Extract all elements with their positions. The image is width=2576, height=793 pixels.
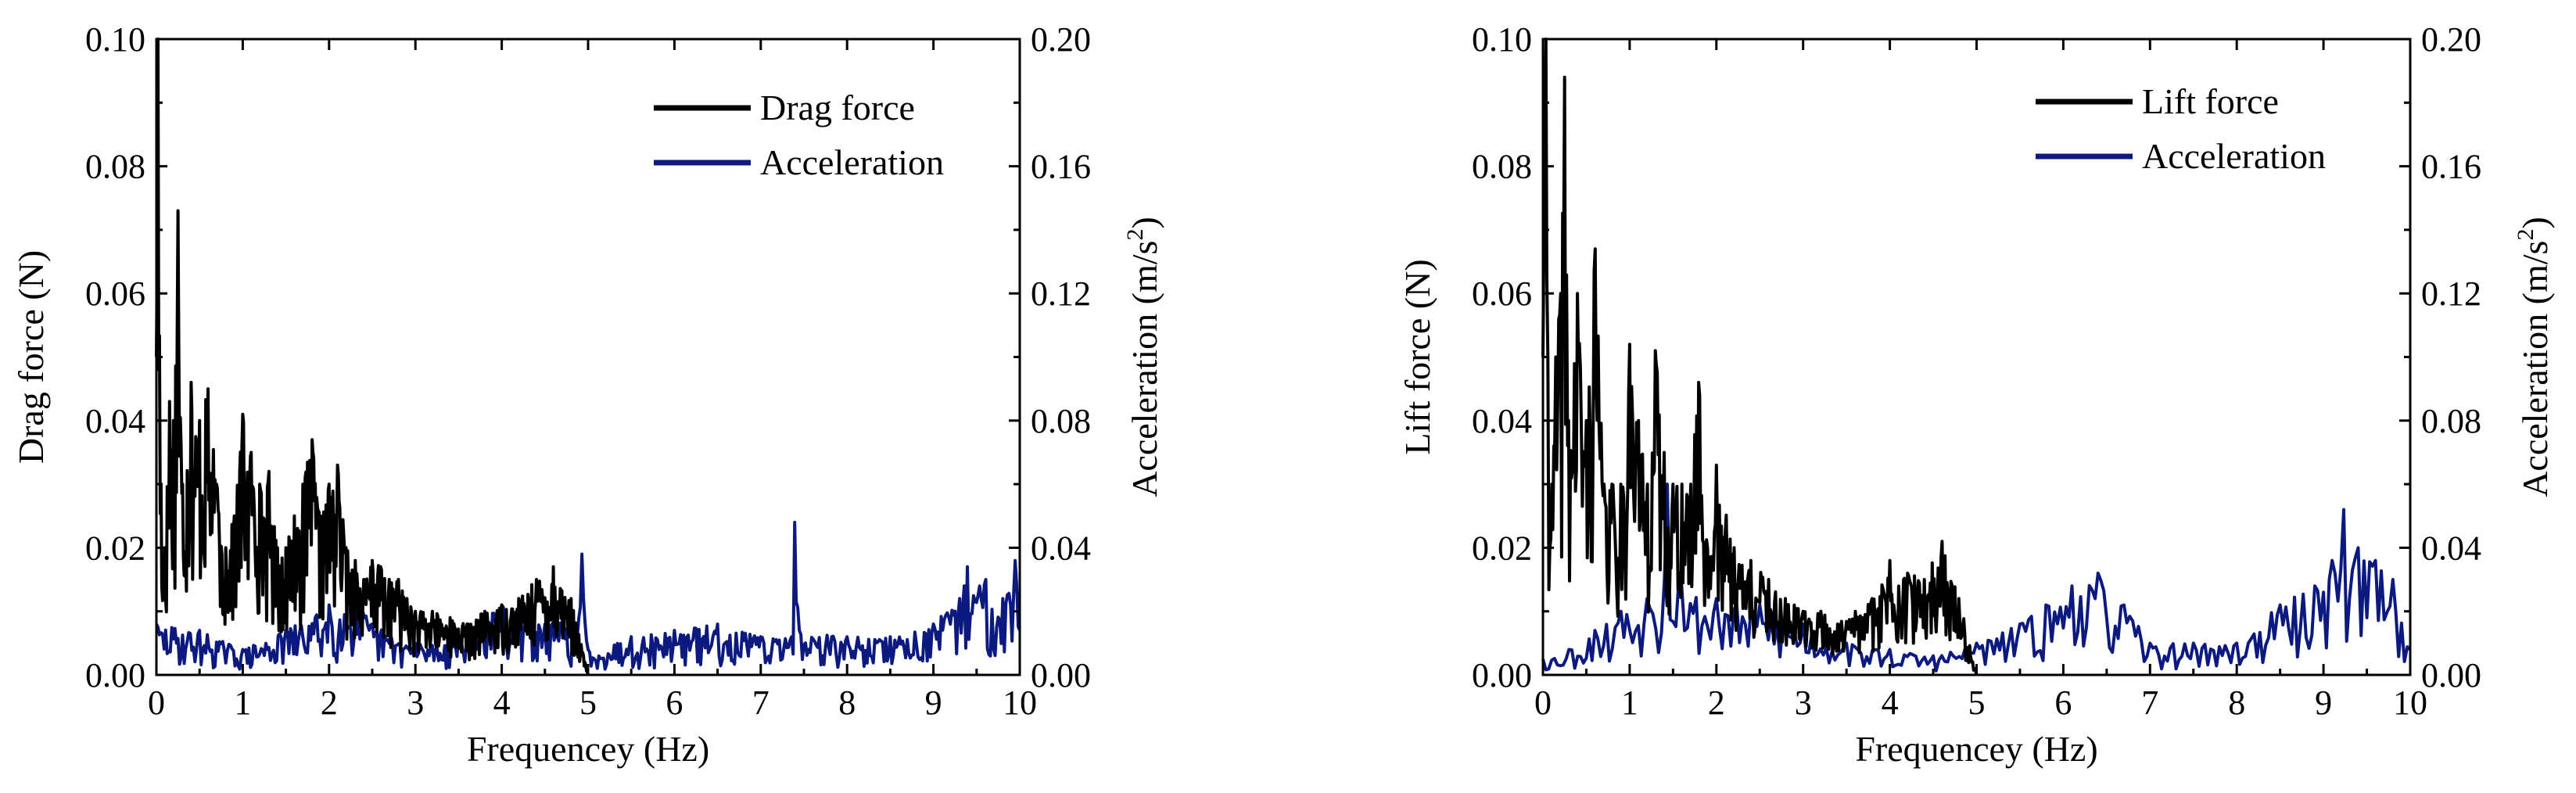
lift-right-y-axis: 0.00 0.04 0.08 0.12 0.16 0.20 — [2399, 20, 2481, 694]
x-tick-label: 3 — [407, 684, 424, 722]
y-right-tick-label: 0.04 — [1031, 529, 1091, 567]
y-left-tick-label: 0.06 — [85, 274, 145, 313]
drag-legend: Drag force Acceleration — [654, 88, 944, 182]
force-line — [1541, 38, 1979, 676]
y-right-tick-label: 0.12 — [1031, 274, 1091, 313]
lift-force-series — [1541, 38, 1979, 676]
x-tick-label: 2 — [1708, 684, 1725, 722]
drag-x-axis: 0 1 2 3 4 5 6 7 8 9 10 — [148, 39, 1037, 722]
x-tick-label: 0 — [1534, 684, 1552, 722]
force-line — [155, 38, 590, 676]
x-tick-label: 3 — [1795, 684, 1812, 722]
lift-x-axis: 0 1 2 3 4 5 6 7 8 9 10 — [1534, 39, 2427, 722]
lift-legend-accel-label: Acceleration — [2142, 136, 2326, 176]
y-left-tick-label: 0.00 — [1472, 656, 1532, 694]
y-left-tick-label: 0.02 — [1472, 529, 1532, 567]
drag-right-y-title-close: ) — [1125, 217, 1164, 228]
drag-left-y-axis-title: Drag force (N) — [11, 250, 51, 464]
drag-chart-panel: 0 1 2 3 4 5 6 7 8 9 10 0.00 0.02 0.04 0.06 0.08 0.10 0.… — [11, 20, 1164, 769]
x-tick-label: 1 — [1621, 684, 1638, 722]
x-tick-label: 4 — [1882, 684, 1899, 722]
lift-plot-frame — [1541, 38, 2412, 676]
y-right-tick-label: 0.00 — [1031, 656, 1091, 694]
y-left-tick-label: 0.08 — [85, 148, 145, 186]
lift-right-y-title-sup: 2 — [2513, 229, 2538, 241]
drag-x-axis-title: Frequencey (Hz) — [467, 729, 709, 769]
x-tick-label: 10 — [1003, 684, 1037, 722]
y-right-tick-label: 0.16 — [2421, 148, 2481, 186]
y-right-tick-label: 0.12 — [2421, 274, 2481, 313]
lift-right-y-axis-title: Acceleration (m/s2) — [2513, 217, 2555, 497]
y-left-tick-label: 0.08 — [1472, 148, 1532, 186]
y-right-tick-label: 0.00 — [2421, 656, 2481, 694]
y-left-tick-label: 0.10 — [85, 20, 145, 59]
x-tick-label: 2 — [321, 684, 338, 722]
drag-legend-accel-label: Acceleration — [760, 142, 944, 182]
y-right-tick-label: 0.08 — [1031, 402, 1091, 440]
y-left-tick-label: 0.00 — [85, 656, 145, 694]
drag-right-y-title-main: Acceleration (m/s — [1125, 241, 1164, 497]
y-left-tick-label: 0.10 — [1472, 20, 1532, 59]
lift-right-y-title-main: Acceleration (m/s — [2515, 241, 2555, 497]
y-right-tick-label: 0.20 — [1031, 20, 1091, 59]
x-tick-label: 0 — [148, 684, 165, 722]
lift-chart-panel: 0 1 2 3 4 5 6 7 8 9 10 0.00 0.02 0.04 0.06 0.08 0.10 0.… — [1397, 20, 2555, 769]
y-left-tick-label: 0.06 — [1472, 274, 1532, 313]
lift-left-y-axis-title: Lift force (N) — [1397, 259, 1437, 454]
y-right-tick-label: 0.20 — [2421, 20, 2481, 59]
x-tick-label: 6 — [2054, 684, 2072, 722]
y-right-tick-label: 0.04 — [2421, 529, 2481, 567]
x-tick-label: 8 — [2228, 684, 2245, 722]
x-tick-label: 9 — [2315, 684, 2332, 722]
y-right-tick-label: 0.16 — [1031, 148, 1091, 186]
drag-legend-force-label: Drag force — [760, 88, 915, 127]
drag-right-y-axis: 0.00 0.04 0.08 0.12 0.16 0.20 — [1009, 20, 1091, 694]
drag-force-series — [155, 38, 590, 676]
x-tick-label: 9 — [925, 684, 942, 722]
x-tick-label: 6 — [666, 684, 683, 722]
lift-legend-force-label: Lift force — [2142, 81, 2279, 121]
x-tick-label: 7 — [2141, 684, 2158, 722]
lift-legend: Lift force Acceleration — [2036, 81, 2326, 176]
x-tick-label: 7 — [752, 684, 770, 722]
drag-right-y-title-sup: 2 — [1122, 229, 1148, 241]
acceleration-line — [1541, 483, 2412, 673]
x-tick-label: 4 — [493, 684, 511, 722]
drag-left-y-axis: 0.00 0.02 0.04 0.06 0.08 0.10 — [85, 20, 167, 694]
drag-right-y-axis-title: Acceleration (m/s2) — [1122, 217, 1164, 497]
y-left-tick-label: 0.04 — [85, 402, 145, 440]
lift-right-y-title-close: ) — [2515, 217, 2555, 228]
y-right-tick-label: 0.08 — [2421, 402, 2481, 440]
x-tick-label: 10 — [2393, 684, 2427, 722]
y-left-tick-label: 0.02 — [85, 529, 145, 567]
x-tick-label: 1 — [234, 684, 251, 722]
x-tick-label: 5 — [1968, 684, 1986, 722]
x-tick-label: 8 — [838, 684, 856, 722]
lift-accel-series — [1541, 483, 2412, 673]
lift-left-y-axis: 0.00 0.02 0.04 0.06 0.08 0.10 — [1472, 20, 1554, 694]
x-tick-label: 5 — [579, 684, 597, 722]
y-left-tick-label: 0.04 — [1472, 402, 1532, 440]
lift-x-axis-title: Frequencey (Hz) — [1855, 729, 2097, 769]
